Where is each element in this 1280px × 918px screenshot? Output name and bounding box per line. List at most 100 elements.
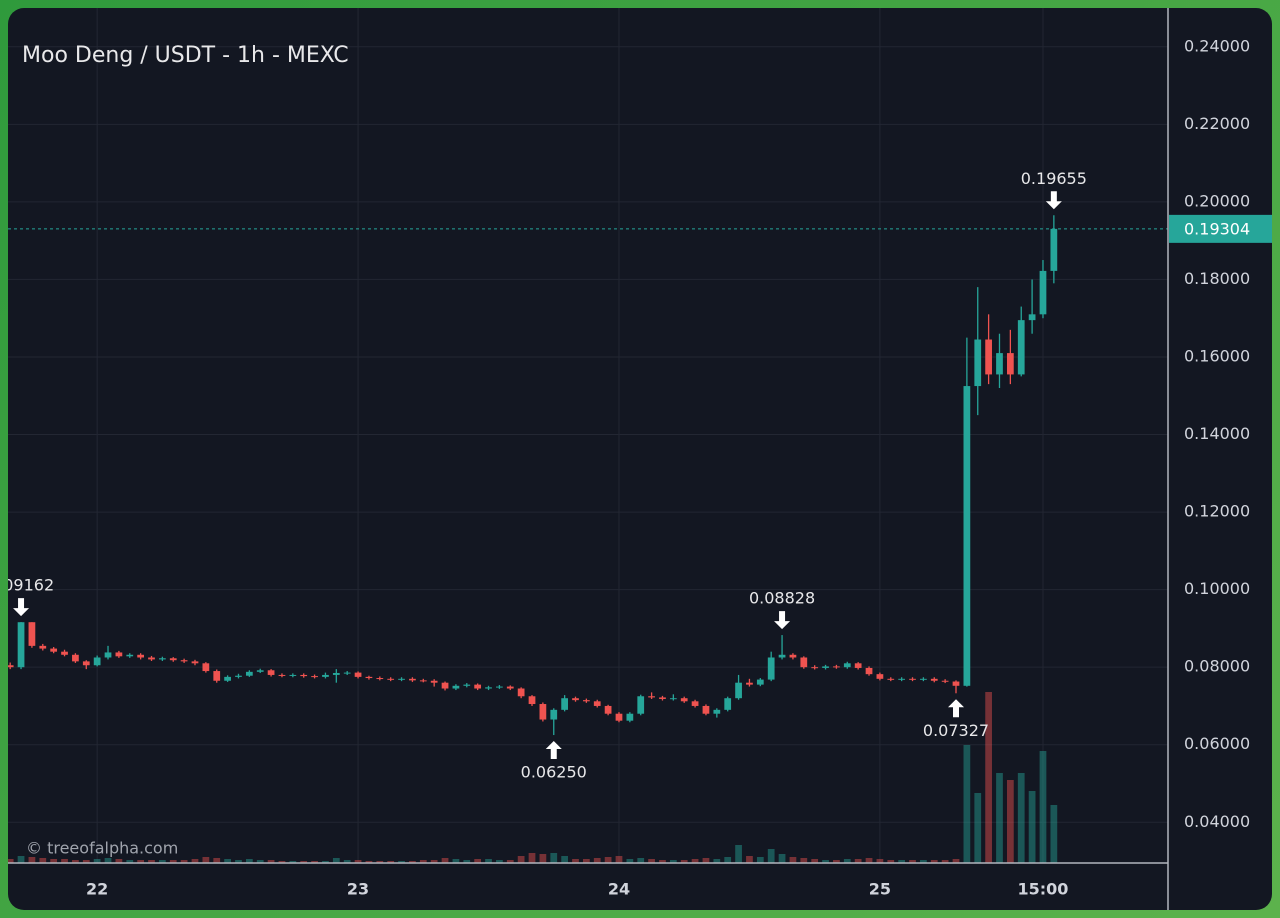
volume-bar xyxy=(920,860,927,863)
volume-bar xyxy=(876,859,884,863)
candle-body xyxy=(811,667,819,669)
volume-bar xyxy=(311,861,318,863)
volume-bar xyxy=(267,860,275,863)
volume-bar xyxy=(680,860,688,863)
candle-body xyxy=(463,684,471,686)
volume-bar xyxy=(82,860,90,863)
candle-body xyxy=(409,678,416,681)
volume-bar xyxy=(550,853,558,863)
candle-body xyxy=(865,667,873,675)
volume-bar xyxy=(485,859,492,863)
candle-body xyxy=(289,674,297,676)
y-tick-label: 0.16000 xyxy=(1184,346,1250,365)
annotation-label: 0.06250 xyxy=(521,763,587,782)
candle-body xyxy=(39,645,47,649)
candle-body xyxy=(822,666,829,668)
candle-body xyxy=(789,654,797,658)
volume-bar xyxy=(659,860,666,863)
volume-bar xyxy=(756,857,764,863)
candle-body xyxy=(452,685,460,689)
annotation-arrow xyxy=(1045,191,1062,210)
candle-body xyxy=(778,654,786,658)
volume-bar xyxy=(148,860,155,863)
annotation-label: 0.08828 xyxy=(749,589,815,608)
volume-bar xyxy=(702,858,710,863)
candle-body xyxy=(137,654,145,658)
volume-bar xyxy=(789,857,797,863)
candle-body xyxy=(517,688,525,697)
volume-bar xyxy=(854,859,862,863)
candle-body xyxy=(637,696,645,714)
candle-body xyxy=(996,353,1003,375)
volume-bar xyxy=(452,859,460,863)
candle-body xyxy=(430,680,438,683)
volume-bar xyxy=(735,845,742,863)
last-price-label: 0.19304 xyxy=(1184,219,1250,238)
price-pane: 0.09162 0.06250 0.08828 0.07327 0.19655 xyxy=(0,169,1168,782)
candle-body xyxy=(169,658,177,661)
volume-bar xyxy=(713,859,721,863)
candle-body xyxy=(115,652,123,657)
y-tick-label: 0.12000 xyxy=(1184,502,1250,521)
volume-bar xyxy=(115,859,123,863)
y-tick-label: 0.04000 xyxy=(1184,812,1250,831)
candle-body xyxy=(528,696,536,705)
volume-bar xyxy=(8,859,14,863)
candle-body xyxy=(1006,353,1014,375)
volume-bar xyxy=(419,860,427,863)
volume-bar xyxy=(582,859,590,863)
candle-body xyxy=(952,681,960,686)
last-price-tag xyxy=(1169,214,1272,243)
volume-bar xyxy=(300,861,308,863)
x-tick-label: 25 xyxy=(869,880,891,899)
candle-body xyxy=(235,675,242,677)
volume-bar xyxy=(843,859,851,863)
volume-bar xyxy=(387,861,395,863)
candle-body xyxy=(332,673,340,675)
volume-bar xyxy=(930,860,938,863)
candle-body xyxy=(474,684,482,689)
annotation-label: 0.09162 xyxy=(0,576,54,595)
candle-body xyxy=(604,705,612,714)
volume-bar xyxy=(343,860,351,863)
volume-bar xyxy=(1017,773,1025,863)
candle-body xyxy=(322,674,329,677)
candle-body xyxy=(691,701,699,706)
x-tick-label: 23 xyxy=(347,880,369,899)
volume-bar xyxy=(669,860,677,863)
x-tick-label: 15:00 xyxy=(1018,880,1069,899)
volume-bar xyxy=(213,858,221,863)
panel xyxy=(8,8,1272,910)
volume-bar xyxy=(626,859,634,863)
volume-bar xyxy=(289,861,297,863)
volume-bar xyxy=(822,860,829,863)
candle-body xyxy=(854,663,862,668)
candle-body xyxy=(702,705,710,714)
candle-body xyxy=(963,386,971,686)
volume-bar xyxy=(202,857,210,863)
volume-bar xyxy=(561,856,568,863)
volume-bar xyxy=(224,859,231,863)
volume-bar xyxy=(376,861,384,863)
candle-body xyxy=(930,678,938,681)
volume-bar xyxy=(572,859,579,863)
volume-bar xyxy=(898,860,906,863)
annotation-arrow xyxy=(13,598,30,617)
volume-bar xyxy=(996,773,1003,863)
candle-body xyxy=(833,666,840,668)
candle-body xyxy=(561,698,568,710)
volume-bar xyxy=(332,858,340,863)
candle-body xyxy=(17,622,25,668)
candle-body xyxy=(659,697,666,699)
volume-bar xyxy=(398,861,405,863)
y-tick-label: 0.14000 xyxy=(1184,424,1250,443)
candle-body xyxy=(572,698,579,701)
candle-body xyxy=(104,652,112,658)
volume-bar xyxy=(637,858,645,863)
candle-body xyxy=(593,701,601,706)
volume-bar xyxy=(691,859,699,863)
candle-body xyxy=(354,672,362,677)
volume-bar xyxy=(778,854,786,863)
volume-bar xyxy=(517,856,525,863)
